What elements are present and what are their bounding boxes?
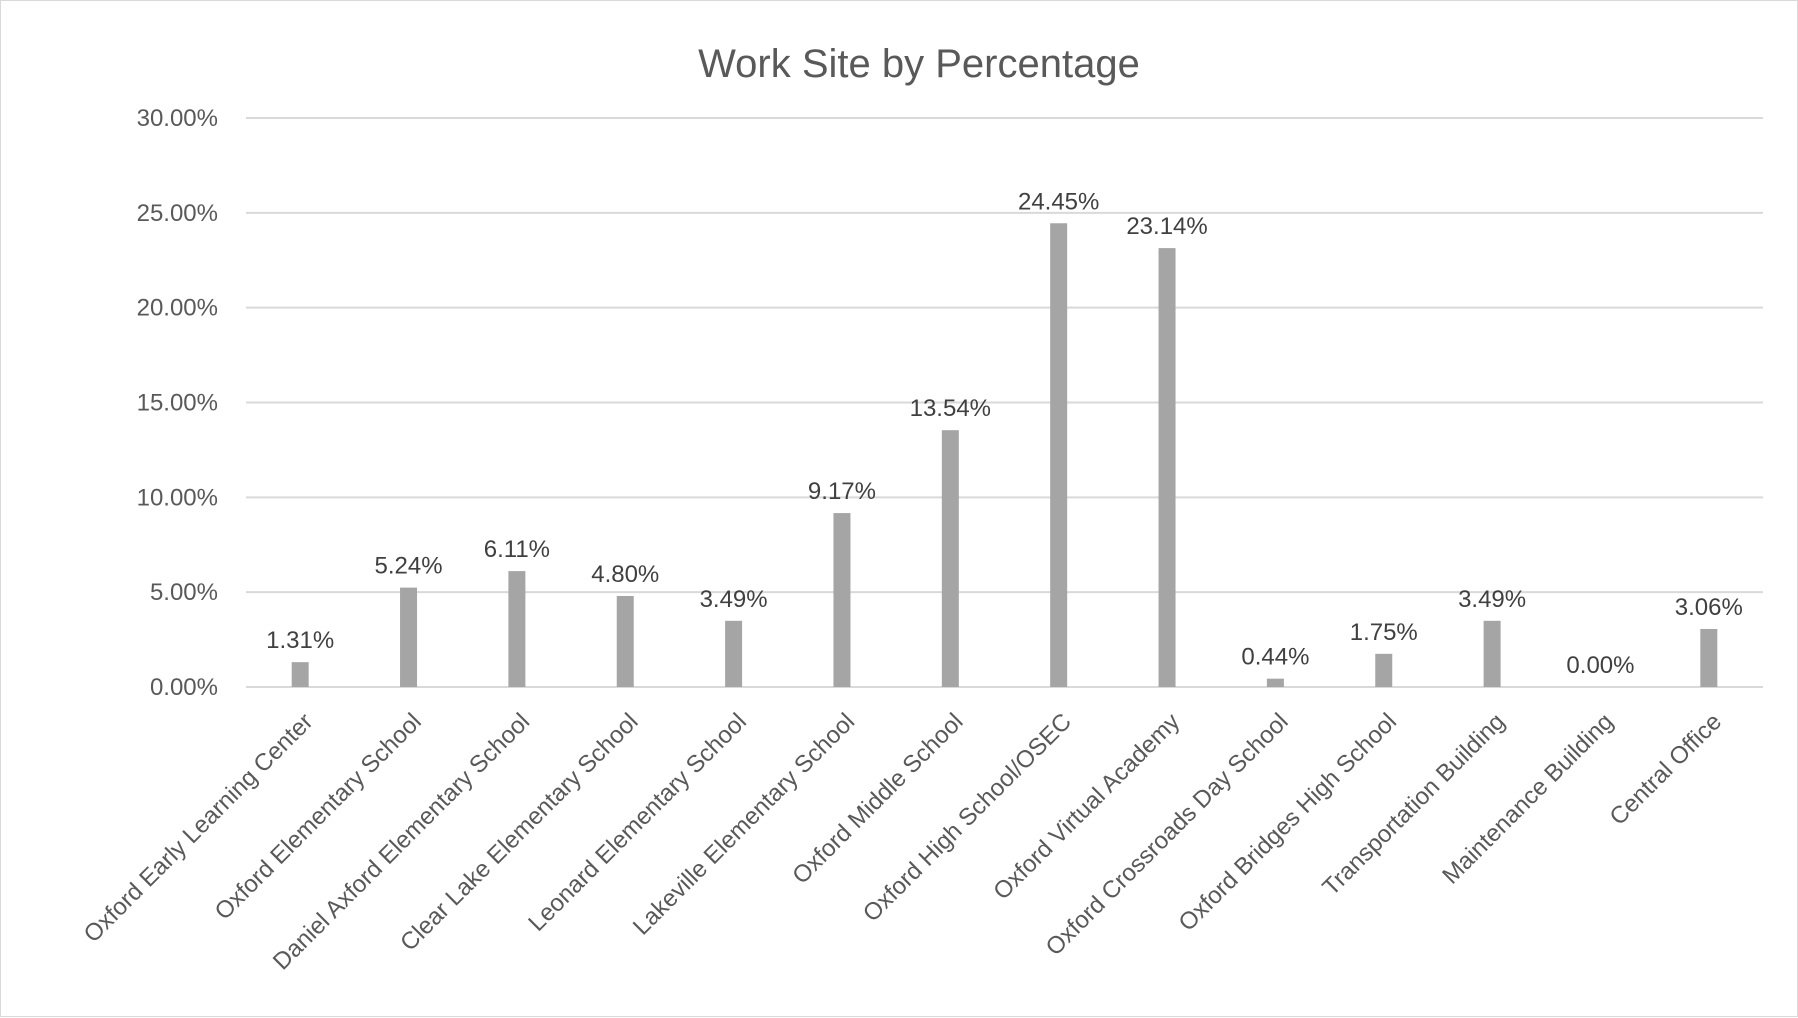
x-tick-label: Oxford High School/OSEC (858, 708, 1077, 927)
data-label: 3.49% (700, 586, 768, 613)
data-label: 23.14% (1126, 213, 1207, 240)
y-tick-label: 5.00% (150, 579, 218, 606)
x-tick-label: Leonard Elementary School (523, 708, 752, 937)
x-tick-label: Oxford Elementary School (210, 708, 427, 925)
y-axis-tick-labels: 0.00% 5.00% 10.00% 15.00% 20.00% 25.00% 30.00% (137, 105, 218, 701)
y-tick-label: 0.00% (150, 674, 218, 701)
x-tick-label: Oxford Early Learning Center (79, 708, 319, 948)
data-label: 13.54% (910, 395, 991, 422)
gridlines (246, 117, 1763, 688)
y-tick-label: 15.00% (137, 390, 218, 417)
data-label: 0.00% (1566, 652, 1634, 679)
data-label: 3.06% (1675, 594, 1743, 621)
y-tick-label: 20.00% (137, 295, 218, 322)
data-label: 4.80% (591, 561, 659, 588)
bar (1700, 628, 1718, 687)
data-label: 9.17% (808, 478, 876, 505)
data-label: 1.31% (266, 627, 334, 654)
data-label: 3.49% (1458, 586, 1526, 613)
bar (833, 513, 851, 687)
x-tick-label: Oxford Virtual Academy (988, 708, 1185, 905)
bar (508, 571, 526, 687)
x-tick-label: Lakeville Elementary School (628, 708, 860, 940)
bar (400, 587, 418, 687)
bars (291, 223, 1718, 687)
bar (725, 620, 743, 687)
data-label: 6.11% (484, 536, 550, 563)
data-label: 1.75% (1350, 619, 1418, 646)
data-label: 24.45% (1018, 188, 1099, 215)
data-label: 0.44% (1241, 644, 1309, 671)
x-tick-label: Clear Lake Elementary School (395, 708, 643, 956)
bar (1266, 678, 1284, 687)
bar (616, 595, 634, 687)
chart-title: Work Site by Percentage (698, 42, 1140, 86)
bar (1050, 223, 1068, 687)
bar (941, 430, 959, 687)
x-tick-label: Oxford Bridges High School (1173, 708, 1402, 937)
data-labels: 1.31% 5.24% 6.11% 4.80% 3.49% 9.17% 13.54% 24.4… (266, 188, 1743, 679)
bar (1158, 248, 1176, 687)
y-tick-label: 25.00% (137, 200, 218, 227)
y-tick-label: 30.00% (137, 105, 218, 132)
x-tick-label: Transportation Building (1317, 708, 1510, 901)
bar (1375, 653, 1393, 687)
data-label: 5.24% (375, 553, 443, 580)
x-tick-label: Central Office (1605, 708, 1728, 831)
y-tick-label: 10.00% (137, 484, 218, 511)
bar (1483, 620, 1501, 687)
bar (291, 662, 309, 687)
